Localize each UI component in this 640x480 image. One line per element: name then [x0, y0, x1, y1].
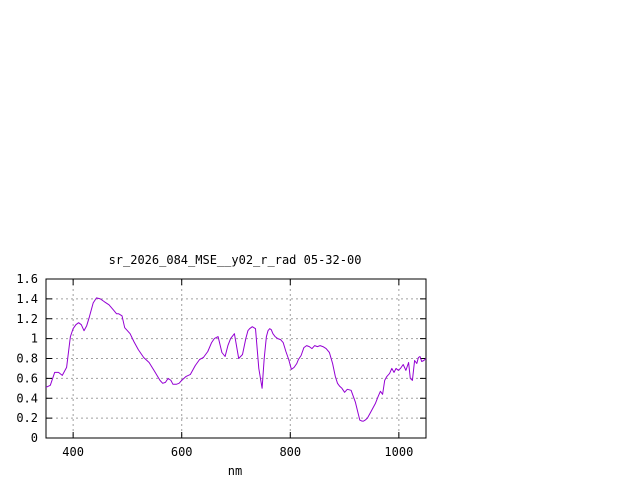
y-tick-label: 0.2: [16, 411, 38, 425]
series-line: [45, 297, 427, 422]
y-tick-label: 1.2: [16, 312, 38, 326]
x-tick-label: 400: [62, 445, 84, 459]
axis-ticks: 0 0.2 0.4 0.6 0.8 1 1.2 1.4 1.6 400 600 800 1000: [16, 272, 426, 459]
x-tick-label: 1000: [384, 445, 413, 459]
chart-title: sr_2026_084_MSE__y02_r_rad 05-32-00: [109, 253, 362, 267]
x-tick-label: 600: [171, 445, 193, 459]
y-tick-label: 1.6: [16, 272, 38, 286]
x-axis-label: nm: [228, 464, 242, 478]
x-tick-label: 800: [279, 445, 301, 459]
y-tick-label: 1.4: [16, 292, 38, 306]
y-tick-label: 0.6: [16, 371, 38, 385]
y-tick-label: 1: [31, 332, 38, 346]
grid: [46, 279, 426, 438]
data-layer: [45, 297, 427, 422]
y-tick-label: 0.4: [16, 391, 38, 405]
y-tick-label: 0: [31, 431, 38, 445]
y-tick-label: 0.8: [16, 352, 38, 366]
